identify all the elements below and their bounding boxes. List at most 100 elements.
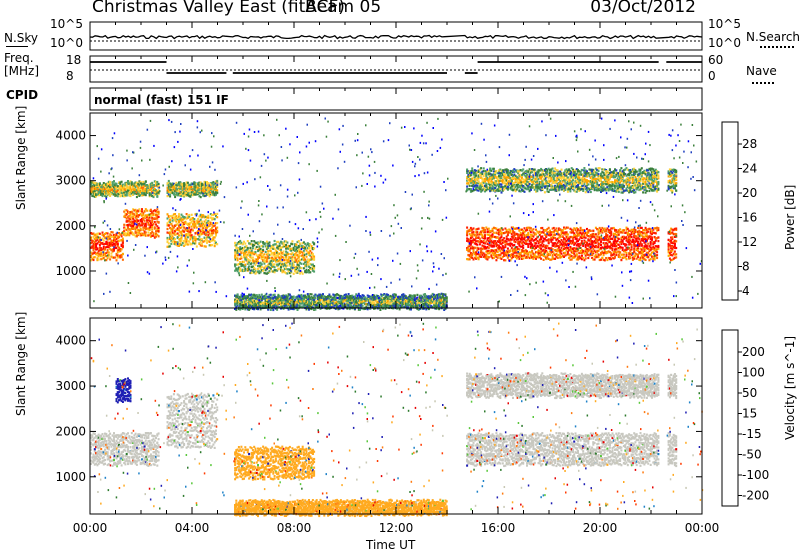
data-cell bbox=[186, 236, 189, 239]
data-cell bbox=[235, 252, 238, 255]
data-cell bbox=[619, 251, 622, 254]
data-cell bbox=[107, 184, 110, 188]
data-cell bbox=[119, 182, 122, 185]
data-cell bbox=[118, 239, 120, 242]
data-cell bbox=[180, 234, 183, 237]
data-cell bbox=[130, 222, 133, 225]
data-cell bbox=[106, 248, 109, 252]
data-cell bbox=[110, 255, 113, 258]
data-cell bbox=[208, 188, 211, 191]
data-cell bbox=[234, 263, 237, 266]
data-cell bbox=[180, 186, 183, 189]
data-cell bbox=[176, 241, 179, 244]
data-cell bbox=[137, 223, 140, 226]
data-cell bbox=[171, 227, 174, 230]
data-cell bbox=[500, 183, 503, 186]
data-cell bbox=[616, 239, 619, 243]
data-cell bbox=[119, 192, 122, 195]
data-cell bbox=[188, 231, 191, 234]
data-cell bbox=[209, 182, 212, 186]
data-cell bbox=[106, 188, 109, 191]
data-cell bbox=[203, 183, 206, 186]
data-cell bbox=[254, 250, 257, 254]
data-cell bbox=[528, 183, 531, 186]
data-cell bbox=[135, 195, 138, 199]
data-cell bbox=[212, 193, 215, 196]
data-cell bbox=[189, 218, 192, 221]
data-cell bbox=[174, 238, 177, 241]
data-cell bbox=[476, 243, 479, 246]
data-cell bbox=[185, 222, 188, 225]
data-cell bbox=[133, 187, 136, 191]
data-cell bbox=[202, 215, 205, 218]
data-cell bbox=[237, 272, 240, 275]
data-cell bbox=[172, 213, 175, 216]
data-cell bbox=[208, 186, 211, 189]
data-cell bbox=[130, 213, 133, 216]
data-cell bbox=[120, 194, 123, 197]
data-cell bbox=[172, 217, 175, 220]
data-cell bbox=[649, 253, 652, 256]
data-cell bbox=[96, 247, 99, 250]
data-cell bbox=[141, 184, 143, 187]
data-cell bbox=[506, 185, 509, 189]
data-cell bbox=[199, 225, 202, 228]
data-cell bbox=[208, 229, 211, 232]
data-cell bbox=[96, 189, 99, 192]
data-cell bbox=[207, 240, 210, 243]
data-cell bbox=[118, 232, 120, 235]
data-cell bbox=[90, 237, 92, 240]
data-cell bbox=[156, 215, 159, 219]
data-cell bbox=[202, 185, 205, 189]
data-cell bbox=[313, 270, 316, 273]
data-cell bbox=[239, 262, 242, 265]
data-cell bbox=[146, 214, 149, 217]
data-cell bbox=[273, 239, 276, 243]
data-cell bbox=[170, 242, 173, 245]
data-cell bbox=[241, 251, 244, 254]
data-cell bbox=[139, 193, 142, 196]
data-cell bbox=[121, 239, 124, 242]
data-cell bbox=[139, 190, 142, 193]
data-cell bbox=[100, 193, 103, 196]
data-cell bbox=[250, 240, 253, 243]
data-cell bbox=[125, 220, 128, 223]
data-cell bbox=[656, 256, 659, 260]
data-cell bbox=[104, 193, 106, 196]
data-cell bbox=[129, 217, 132, 220]
data-cell bbox=[166, 217, 169, 220]
data-cell bbox=[106, 257, 109, 260]
data-cell bbox=[157, 192, 160, 196]
data-cell bbox=[135, 185, 138, 188]
data-cell bbox=[257, 267, 259, 270]
data-cell bbox=[156, 220, 159, 223]
data-cell bbox=[522, 247, 525, 250]
data-cell bbox=[114, 256, 117, 259]
data-cell bbox=[184, 243, 187, 246]
data-cell bbox=[178, 183, 180, 186]
data-cell bbox=[152, 223, 155, 226]
data-cell bbox=[200, 220, 203, 223]
data-cell bbox=[184, 193, 187, 196]
data-cell bbox=[132, 220, 135, 223]
data-cell bbox=[148, 216, 151, 219]
data-cell bbox=[286, 264, 289, 267]
data-cell bbox=[153, 192, 156, 195]
data-cell bbox=[262, 245, 265, 248]
data-cell bbox=[630, 248, 633, 251]
data-cell bbox=[170, 188, 173, 192]
data-cell bbox=[185, 234, 188, 237]
data-cell bbox=[180, 239, 183, 243]
data-cell bbox=[533, 253, 536, 256]
data-cell bbox=[106, 184, 109, 187]
data-cell bbox=[90, 232, 92, 235]
data-cell bbox=[151, 220, 154, 224]
data-cell bbox=[123, 189, 126, 192]
data-cell bbox=[141, 214, 143, 217]
data-cell bbox=[215, 180, 217, 183]
data-cell bbox=[637, 247, 639, 250]
data-cell bbox=[189, 221, 192, 224]
data-cell bbox=[101, 231, 104, 234]
data-cell bbox=[505, 228, 508, 232]
data-cell bbox=[166, 186, 169, 189]
